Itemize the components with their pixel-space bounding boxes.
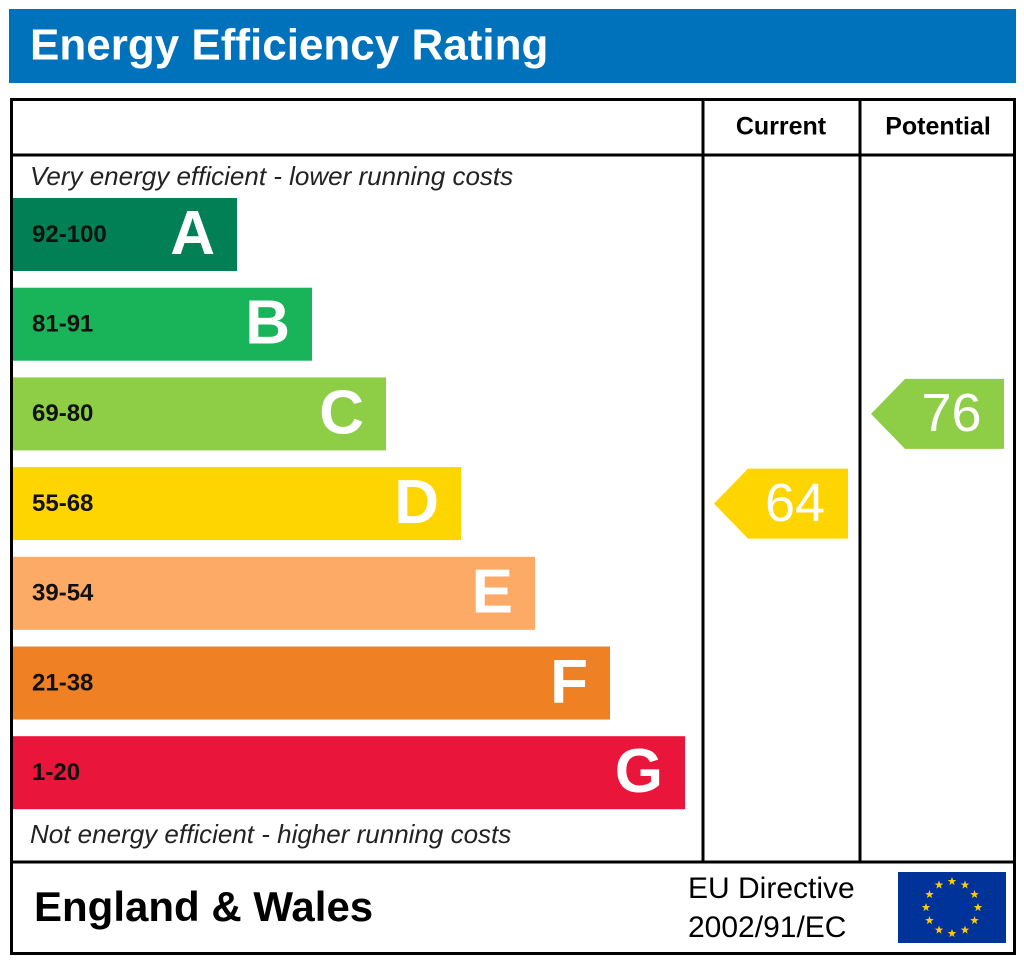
bottom-note: Not energy efficient - higher running co… — [30, 819, 511, 849]
eu-star — [970, 890, 979, 899]
eu-star — [925, 890, 934, 899]
eu-stars — [921, 877, 983, 938]
band-letter: G — [615, 737, 663, 806]
band-range: 69-80 — [32, 400, 93, 427]
band-bar — [13, 467, 461, 541]
band-letter: A — [170, 199, 215, 268]
band-bar — [13, 556, 535, 630]
band-bar — [13, 736, 685, 810]
region: England & Wales — [34, 883, 373, 930]
directive-line: 2002/91/EC — [688, 911, 846, 944]
eu-star — [925, 916, 934, 925]
eu-star — [960, 925, 970, 934]
band-range: 55-68 — [32, 490, 93, 517]
band-bar — [13, 646, 610, 720]
band-letter: E — [472, 558, 513, 627]
eu-star — [947, 929, 957, 938]
band-bar — [13, 377, 386, 451]
rating-value: 76 — [921, 383, 981, 443]
eu-star — [934, 925, 944, 934]
band-range: 1-20 — [32, 759, 80, 786]
eu-star — [921, 903, 931, 912]
rating-value: 64 — [765, 473, 825, 533]
band-letter: C — [319, 378, 364, 447]
band-bar — [13, 287, 312, 361]
band-range: 81-91 — [32, 311, 93, 338]
eu-star — [947, 877, 957, 886]
band-letter: B — [245, 289, 290, 358]
frame — [10, 98, 1016, 955]
band-range: 92-100 — [32, 221, 107, 248]
eu-star — [973, 903, 983, 912]
eu-star — [934, 880, 944, 889]
title: Energy Efficiency Rating — [30, 21, 548, 70]
rating-arrow — [714, 468, 848, 539]
band-letter: F — [550, 647, 588, 716]
potential-header: Potential — [885, 113, 991, 141]
eu-star — [970, 916, 979, 925]
rating-arrow — [871, 378, 1004, 449]
band-range: 21-38 — [32, 669, 93, 696]
band-range: 39-54 — [32, 580, 94, 607]
top-note: Very energy efficient - lower running co… — [30, 161, 513, 191]
title-bar — [9, 9, 1016, 83]
band-letter: D — [394, 468, 439, 537]
eu-star — [960, 880, 970, 889]
band-bar — [13, 198, 237, 271]
current-header: Current — [736, 113, 827, 141]
directive-line: EU Directive — [688, 872, 855, 905]
